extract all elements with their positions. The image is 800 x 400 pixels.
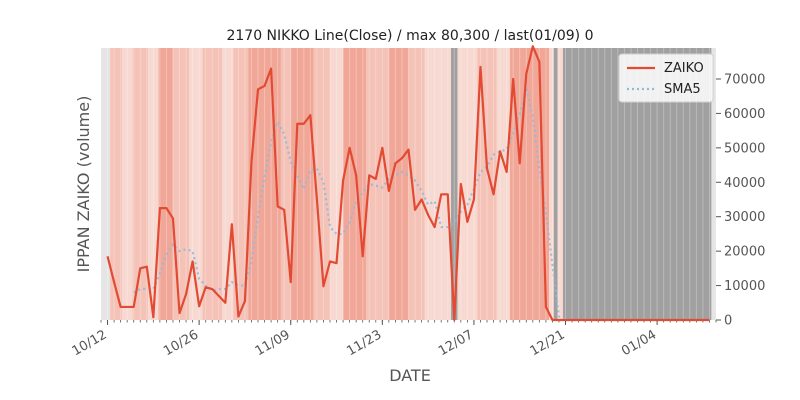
band-16 <box>343 48 366 320</box>
x-tick-label: 10/12 <box>70 327 110 359</box>
band-4 <box>148 48 159 320</box>
band-19 <box>408 48 425 320</box>
band-22 <box>457 48 478 320</box>
band-9 <box>222 48 234 320</box>
legend-label-zaiko: ZAIKO <box>664 61 704 76</box>
band-10 <box>233 48 249 320</box>
band-27 <box>553 48 558 320</box>
series-zaiko <box>106 45 710 322</box>
legend: ZAIKO SMA5 <box>618 53 714 103</box>
band-23 <box>477 48 497 320</box>
y-axis-label: IPPAN ZAIKO (volume) <box>74 96 93 273</box>
legend-label-sma5: SMA5 <box>664 82 701 97</box>
y-tick-label: 50000 <box>724 141 765 156</box>
band-21 <box>451 48 458 320</box>
band-12 <box>280 48 291 320</box>
band-2 <box>121 48 133 320</box>
y-tick-label: 0 <box>724 314 732 329</box>
y-tick-label: 20000 <box>724 245 765 260</box>
x-axis-label: DATE <box>389 366 431 385</box>
band-30 <box>711 48 716 320</box>
band-11 <box>248 48 281 320</box>
band-14 <box>313 48 330 320</box>
background-bands <box>100 48 717 320</box>
band-17 <box>365 48 389 320</box>
x-axis: 10/12 10/26 11/09 11/23 12/07 12/21 01/04 <box>70 320 717 359</box>
y-tick-label: 10000 <box>724 279 765 294</box>
band-28 <box>557 48 563 320</box>
band-18 <box>388 48 409 320</box>
chart-title: 2170 NIKKO Line(Close) / max 80,300 / la… <box>226 28 593 44</box>
band-15 <box>329 48 344 320</box>
band-6 <box>172 48 190 320</box>
x-tick-label: 11/23 <box>344 327 384 359</box>
x-tick-label: 12/07 <box>436 327 476 359</box>
band-13 <box>290 48 314 320</box>
x-tick-label: 10/26 <box>161 327 201 359</box>
band-7 <box>189 48 203 320</box>
band-8 <box>202 48 223 320</box>
band-1 <box>110 48 122 320</box>
y-tick-label: 40000 <box>724 176 765 191</box>
band-20 <box>424 48 452 320</box>
band-26 <box>549 48 554 320</box>
x-tick-label: 11/09 <box>253 327 293 359</box>
band-5 <box>158 48 173 320</box>
x-tick-label: 01/04 <box>619 327 659 359</box>
y-tick-label: 70000 <box>724 72 765 87</box>
band-3 <box>132 48 149 320</box>
y-tick-label: 60000 <box>724 107 765 122</box>
plot-lines <box>106 45 710 322</box>
x-tick-label: 12/21 <box>528 327 568 359</box>
band-0 <box>101 48 111 320</box>
y-axis: 0 10000 20000 30000 40000 50000 60000 70000 <box>716 72 765 329</box>
band-24 <box>496 48 510 320</box>
y-tick-label: 30000 <box>724 210 765 225</box>
